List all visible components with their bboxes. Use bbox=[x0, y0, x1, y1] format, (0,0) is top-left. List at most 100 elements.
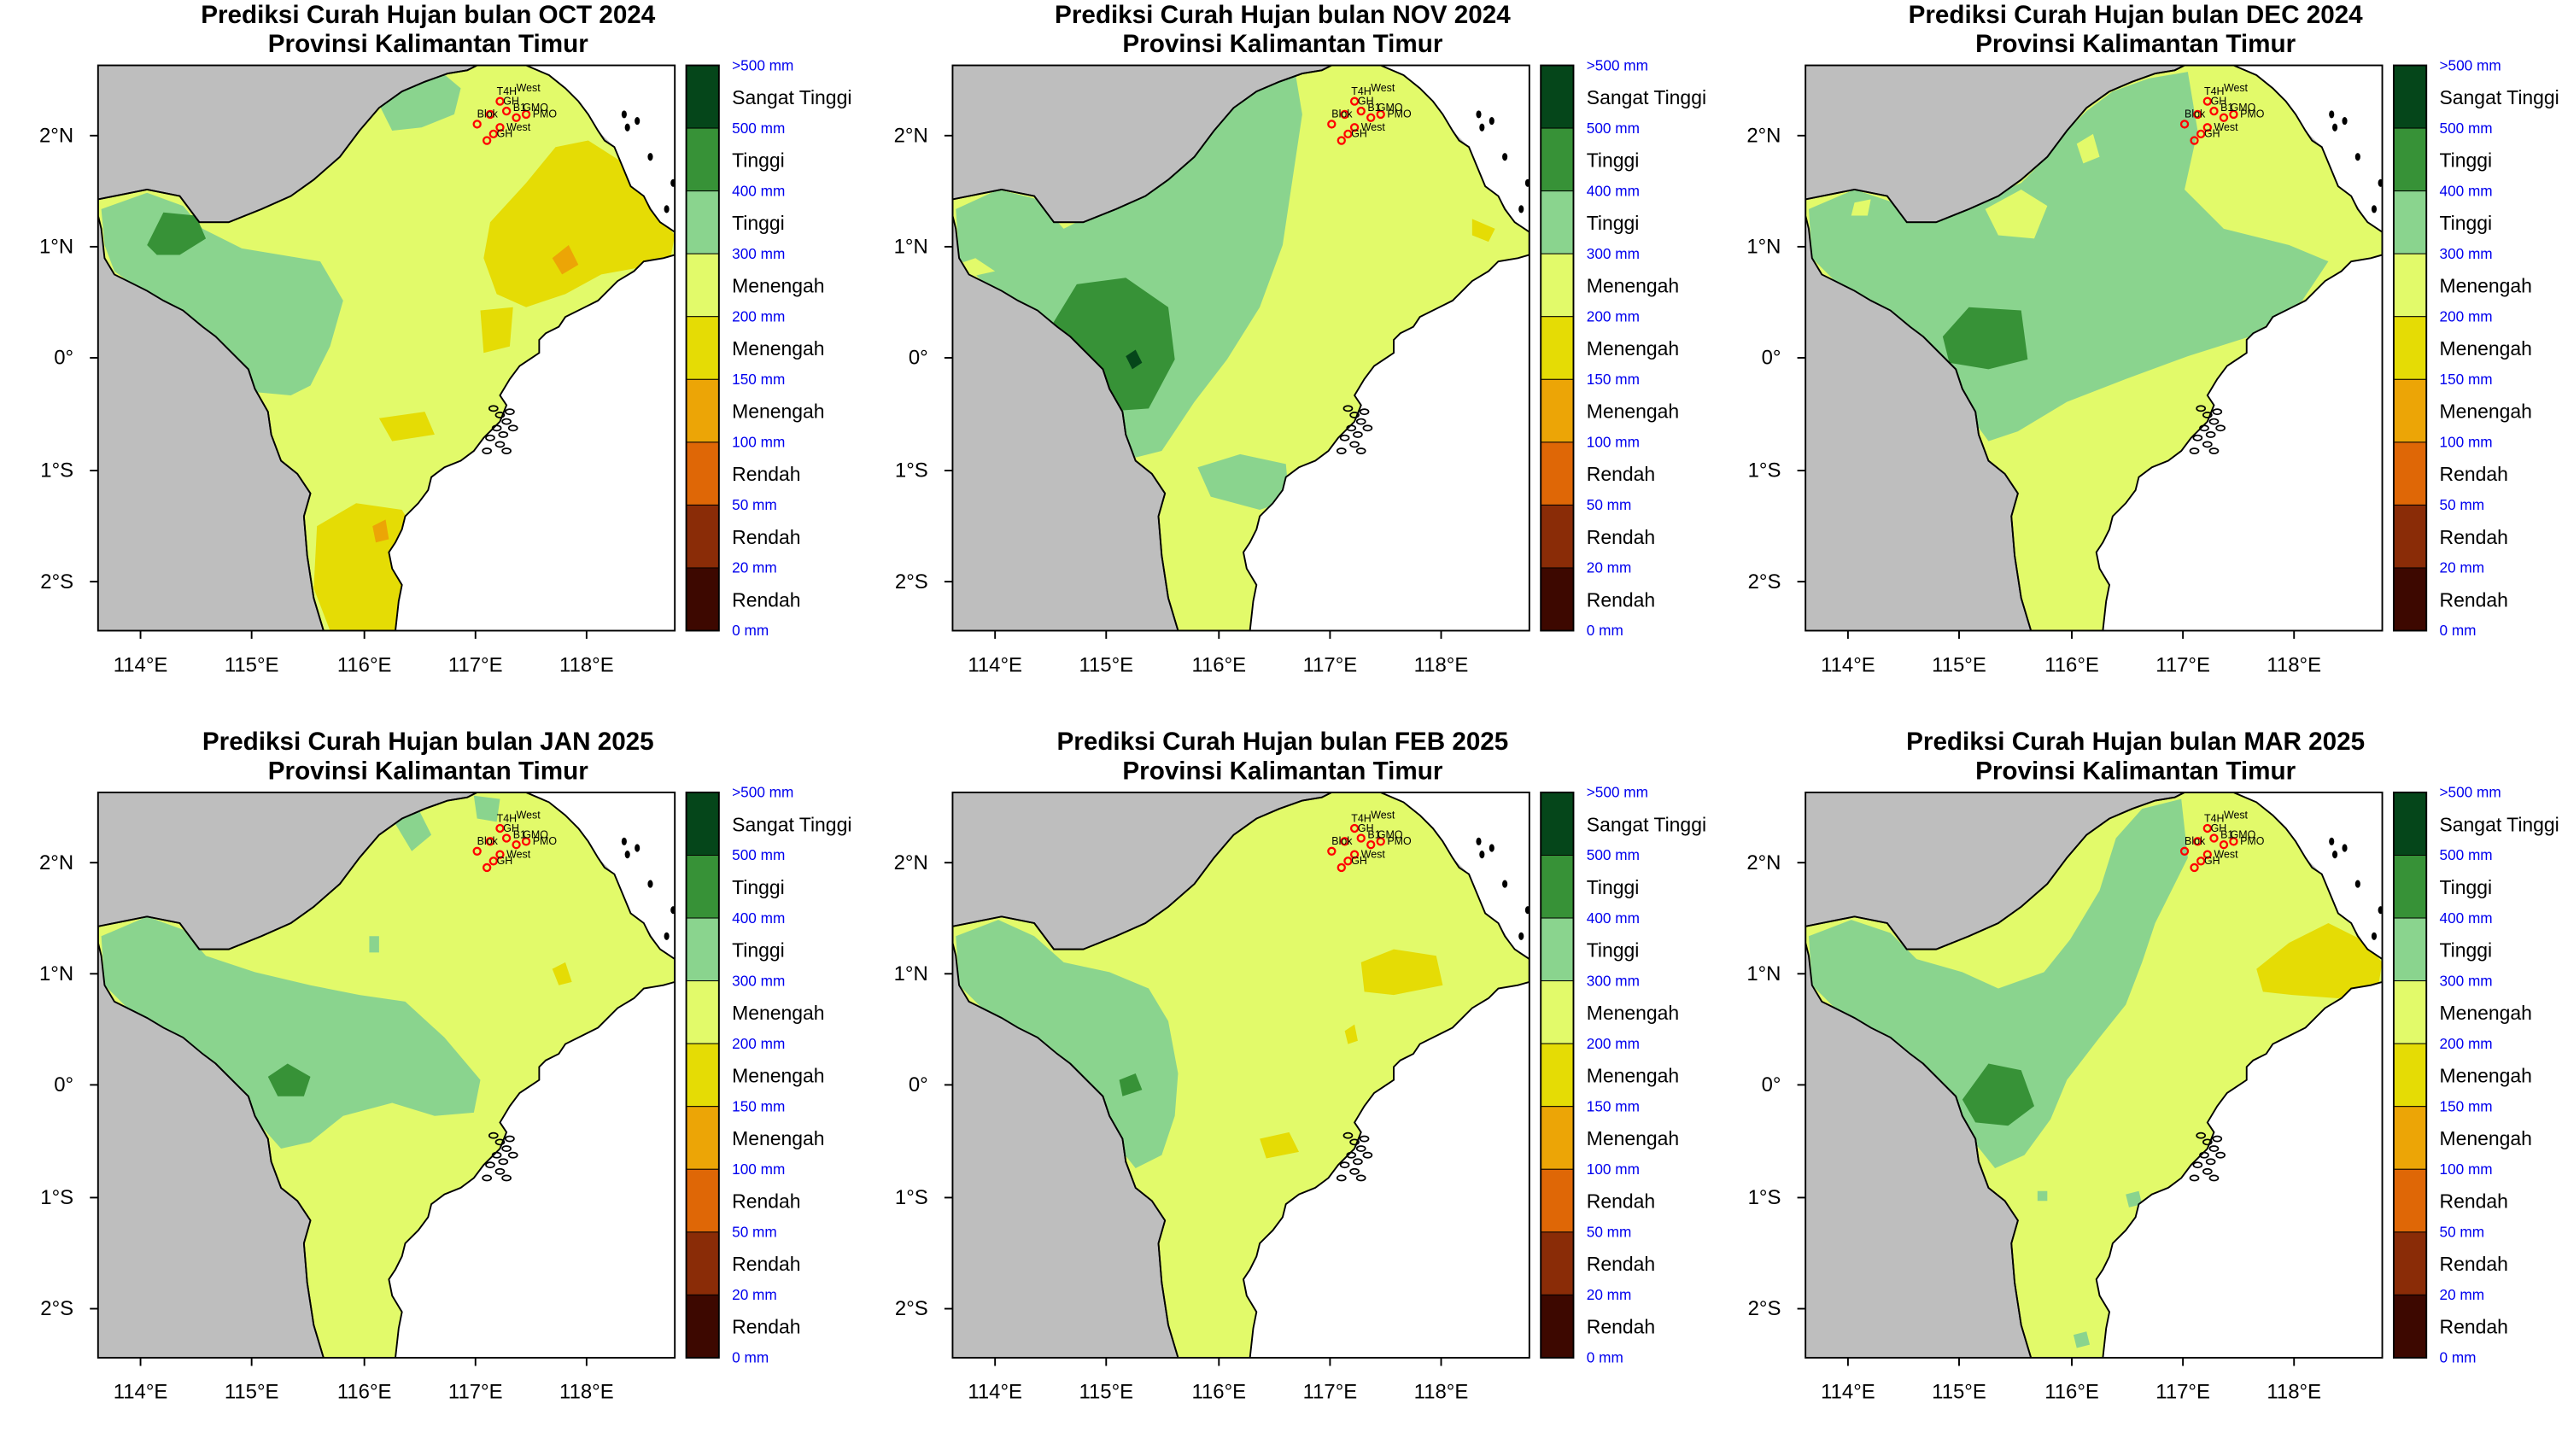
y-tick-label: 1°N bbox=[1746, 962, 1781, 985]
y-tick-label: 2°N bbox=[39, 124, 73, 147]
island bbox=[2192, 1161, 2203, 1169]
legend-swatch bbox=[1540, 917, 1574, 982]
legend-swatch bbox=[1540, 378, 1574, 443]
legend-class: Rendah bbox=[2440, 1316, 2508, 1338]
station-marker bbox=[521, 109, 531, 120]
station-label: Blok bbox=[2185, 835, 2206, 847]
island bbox=[491, 424, 502, 432]
station-label: West bbox=[1371, 82, 1395, 94]
island bbox=[482, 1174, 492, 1182]
legend-threshold: 150 mm bbox=[2440, 1097, 2493, 1114]
sea-north bbox=[477, 792, 676, 960]
legend-swatch bbox=[686, 792, 720, 856]
island bbox=[635, 116, 640, 126]
legend-swatch bbox=[2393, 1231, 2427, 1295]
legend-swatch bbox=[686, 1106, 720, 1170]
island bbox=[2196, 1131, 2207, 1139]
island bbox=[2378, 906, 2383, 915]
island bbox=[664, 205, 670, 213]
legend-threshold: 500 mm bbox=[1587, 846, 1640, 863]
legend-threshold: 100 mm bbox=[732, 434, 785, 451]
legend-class: Rendah bbox=[732, 1190, 800, 1213]
x-tick-label: 117°E bbox=[2155, 1381, 2210, 1404]
rainfall-zone bbox=[1985, 189, 2048, 239]
y-tick-label: 1°N bbox=[39, 962, 73, 985]
sea-east bbox=[389, 981, 676, 1358]
legend-swatch bbox=[686, 316, 720, 380]
legend-class: Tinggi bbox=[732, 212, 785, 234]
legend-threshold: 50 mm bbox=[2440, 1224, 2485, 1241]
legend-swatch bbox=[2393, 253, 2427, 318]
island bbox=[2331, 123, 2338, 132]
mahakam-delta bbox=[482, 405, 518, 454]
rainfall-zone bbox=[2256, 922, 2383, 999]
x-tick-label: 116°E bbox=[337, 1381, 392, 1404]
island bbox=[670, 906, 676, 915]
station-label: T4H bbox=[497, 85, 517, 97]
island bbox=[494, 441, 506, 448]
legend-frame bbox=[1540, 791, 1575, 1359]
station-marker bbox=[2190, 136, 2199, 145]
map-frame bbox=[1805, 64, 2384, 632]
y-tick-label: 1°S bbox=[895, 459, 928, 482]
legend-swatch bbox=[2393, 1294, 2427, 1359]
legend-threshold: 20 mm bbox=[2440, 559, 2485, 576]
legend-swatch bbox=[1540, 127, 1574, 192]
y-tick-label: 2°N bbox=[39, 851, 73, 874]
station-label: GH bbox=[2204, 855, 2220, 867]
legend-threshold: 500 mm bbox=[732, 846, 785, 863]
legend-threshold: 0 mm bbox=[1587, 622, 1623, 639]
island bbox=[1336, 447, 1347, 454]
station-label: PMO bbox=[533, 835, 558, 847]
legend-threshold: 50 mm bbox=[2440, 496, 2485, 513]
province-base bbox=[952, 792, 1530, 1358]
station-marker bbox=[1343, 129, 1353, 139]
station-label: Blok bbox=[477, 835, 499, 847]
station-marker bbox=[495, 123, 505, 132]
station-label: Blok bbox=[1331, 108, 1353, 120]
station-marker bbox=[1366, 839, 1376, 850]
island bbox=[1339, 1161, 1350, 1169]
legend: >500 mm 500 mm 400 mm 300 mm 200 mm 150 mm 100… bbox=[2392, 56, 2559, 639]
legend-class: Tinggi bbox=[1587, 212, 1640, 234]
x-tick-label: 115°E bbox=[225, 1381, 279, 1404]
legend: >500 mm 500 mm 400 mm 300 mm 200 mm 150 mm 100… bbox=[1540, 784, 1706, 1366]
station-label: T4H bbox=[2204, 812, 2224, 824]
island bbox=[1355, 447, 1366, 454]
station-marker bbox=[488, 857, 498, 866]
legend-swatch bbox=[1540, 1168, 1574, 1233]
rainfall-zones bbox=[1808, 798, 2383, 1348]
sea-north bbox=[1331, 792, 1530, 960]
legend-threshold: 400 mm bbox=[2440, 909, 2493, 927]
island bbox=[1349, 412, 1360, 418]
legend: >500 mm 500 mm 400 mm 300 mm 200 mm 150 mm 100… bbox=[1540, 56, 1706, 639]
panel-title: Prediksi Curah Hujan bulan NOV 2024 bbox=[1055, 1, 1511, 29]
legend-threshold: >500 mm bbox=[1587, 784, 1648, 801]
legend-class: Tinggi bbox=[1587, 876, 1640, 898]
station-label: West bbox=[506, 121, 531, 133]
legend-swatch bbox=[1540, 441, 1574, 506]
legend-threshold: 100 mm bbox=[1587, 434, 1640, 451]
legend-threshold: 20 mm bbox=[2440, 1286, 2485, 1303]
legend-threshold: 50 mm bbox=[732, 496, 777, 513]
panel-subtitle: Provinsi Kalimantan Timur bbox=[1975, 757, 2296, 786]
legend-threshold: >500 mm bbox=[2440, 784, 2501, 801]
legend-class: Rendah bbox=[2440, 526, 2508, 548]
legend-class: Rendah bbox=[732, 463, 800, 485]
legend-threshold: >500 mm bbox=[2440, 56, 2501, 73]
rainfall-zone bbox=[483, 140, 676, 307]
island bbox=[1346, 1151, 1357, 1159]
island bbox=[1355, 1174, 1366, 1182]
legend-threshold: 300 mm bbox=[1587, 245, 1640, 262]
station-label: GMO bbox=[1378, 829, 1403, 841]
station-marker bbox=[472, 120, 482, 129]
x-tick-label: 116°E bbox=[1191, 653, 1246, 676]
station-label: GH bbox=[1358, 95, 1374, 107]
island bbox=[1359, 1135, 1370, 1143]
island bbox=[501, 1145, 512, 1152]
legend-threshold: 500 mm bbox=[2440, 846, 2493, 863]
sea-east bbox=[389, 254, 676, 631]
station-marker bbox=[1349, 123, 1360, 132]
y-tick-label: 1°N bbox=[894, 236, 928, 259]
